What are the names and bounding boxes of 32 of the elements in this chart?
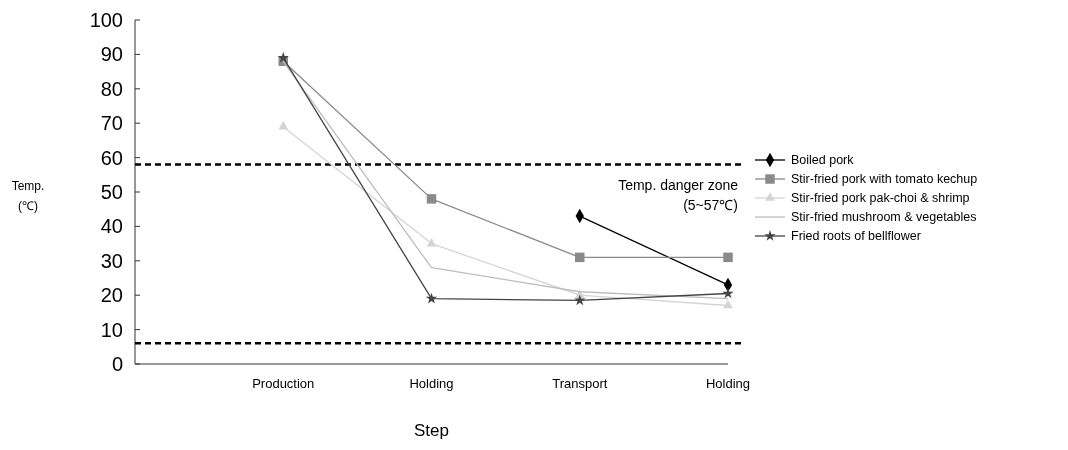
point [425, 292, 438, 304]
y-tick-label: 100 [89, 9, 123, 31]
y-tick-label: 30 [100, 249, 123, 272]
annotation: Temp. danger zone (5~57℃) [618, 177, 739, 213]
y-axis-title: Temp. (℃) [11, 179, 45, 213]
legend-label: Stir-fried pork with tomato kechup [791, 172, 978, 187]
x-tick-label: Transport [552, 376, 608, 391]
x-tick-label: Holding [409, 376, 454, 391]
point [723, 252, 733, 263]
x-tick-label: Holding [705, 376, 751, 391]
y-tick-label: 50 [100, 181, 123, 203]
point [277, 51, 289, 63]
y-tick-label: 80 [100, 77, 123, 100]
y-tick-label: 40 [100, 215, 123, 238]
legend-label: Fried roots of bellflower [791, 229, 921, 244]
point [426, 238, 437, 247]
x-tick-label: Production [252, 376, 315, 391]
y-tick-label: 90 [100, 43, 123, 66]
legend-label: Stir-fried mushroom & vegetables [791, 210, 977, 225]
y-tick-label: 0 [111, 353, 123, 375]
y-tick-label: 60 [100, 146, 123, 169]
point [574, 294, 586, 306]
y-tick-label: 20 [100, 284, 123, 307]
point [278, 121, 289, 130]
y-tick-label: 10 [100, 318, 123, 341]
point [426, 194, 437, 204]
legend-label: Boiled pork [791, 153, 855, 168]
legend-label: Stir-fried pork pak-choi & shrimp [791, 191, 970, 206]
point [575, 252, 585, 263]
x-axis-title: Step [414, 421, 449, 440]
point [723, 299, 733, 309]
y-tick-label: 70 [100, 112, 123, 135]
